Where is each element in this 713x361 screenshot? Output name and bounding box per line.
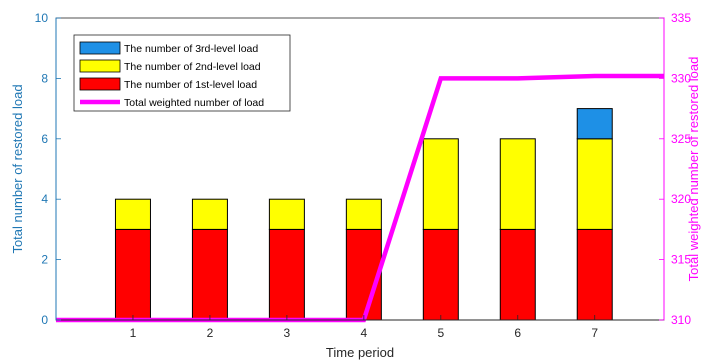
- left-tick-label: 2: [41, 253, 48, 267]
- right-tick-label: 320: [671, 192, 691, 206]
- x-tick-label: 3: [284, 326, 291, 340]
- bar-segment-2-period-6: [499, 138, 536, 230]
- bar-segment-1-period-4: [345, 228, 382, 321]
- legend-swatch-3: [79, 77, 121, 91]
- legend: The number of 3rd-level load The number o…: [73, 34, 291, 112]
- bar-segment-3-period-7: [576, 108, 613, 140]
- x-tick-label: 7: [591, 326, 598, 340]
- x-tick-label: 4: [361, 326, 368, 340]
- bar-segment-1-period-6: [499, 228, 536, 321]
- bar-segment-1-period-5: [422, 228, 459, 321]
- right-tick-label: 315: [671, 253, 691, 267]
- left-tick-label: 8: [41, 71, 48, 85]
- x-axis-label: Time period: [326, 345, 394, 360]
- bar-segment-1-period-3: [268, 228, 305, 321]
- legend-entry-label: The number of 2nd-level load: [124, 61, 261, 73]
- right-tick-label: 335: [671, 11, 691, 25]
- bar-segment-2-period-3: [268, 198, 305, 230]
- bar-segment-2-period-2: [191, 198, 228, 230]
- legend-entry-label: The number of 3rd-level load: [124, 43, 258, 55]
- bar-segment-2-period-1: [114, 198, 151, 230]
- left-axis-label: Total number of restored load: [10, 84, 25, 253]
- legend-entry-label: Total weighted number of load: [124, 97, 264, 109]
- left-tick-label: 4: [41, 192, 48, 206]
- bar-segment-2-period-7: [576, 138, 613, 230]
- legend-entry-label: The number of 1st-level load: [124, 79, 257, 91]
- bar-segment-1-period-2: [191, 228, 228, 321]
- legend-swatch-2: [79, 59, 121, 73]
- right-tick-label: 325: [671, 132, 691, 146]
- x-tick-label: 2: [207, 326, 214, 340]
- x-tick-label: 6: [514, 326, 521, 340]
- bars-group: [114, 108, 613, 321]
- right-axis-label: Total weighted number of restored load: [686, 57, 701, 282]
- right-tick-label: 330: [671, 71, 691, 85]
- right-tick-label: 310: [671, 313, 691, 327]
- left-tick-label: 0: [41, 313, 48, 327]
- axes-group: 1 2 3 4 5 6 7 0 2 4 6 8 10 310 315 320 325 330 335 Time per…: [10, 11, 701, 360]
- legend-swatch-1: [79, 41, 121, 55]
- bar-segment-2-period-5: [422, 138, 459, 230]
- x-tick-label: 1: [130, 326, 137, 340]
- bar-segment-1-period-1: [114, 228, 151, 321]
- bar-segment-1-period-7: [576, 228, 613, 321]
- x-tick-label: 5: [437, 326, 444, 340]
- left-tick-label: 6: [41, 132, 48, 146]
- bar-segment-2-period-4: [345, 198, 382, 230]
- left-tick-label: 10: [35, 11, 49, 25]
